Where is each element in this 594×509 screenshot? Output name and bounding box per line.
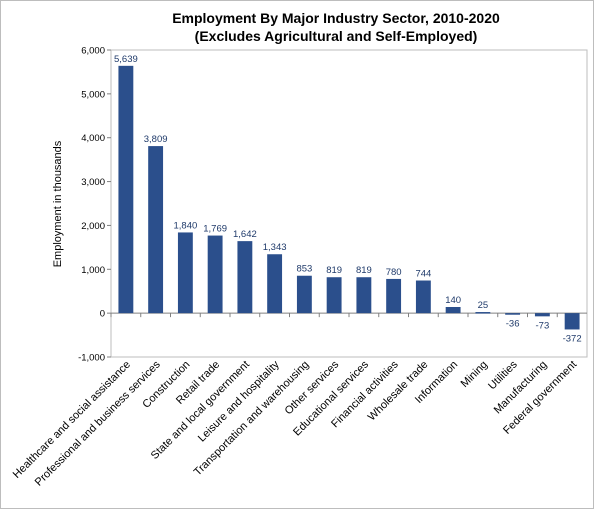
y-tick-label: 6,000 — [81, 46, 105, 57]
category-label: Professional and business services — [33, 358, 163, 488]
data-label: 819 — [326, 265, 342, 276]
data-label: 1,343 — [263, 242, 287, 253]
bar — [386, 278, 402, 314]
data-label: 140 — [445, 295, 461, 306]
y-axis-title: Employment in thousands — [52, 140, 64, 267]
y-tick-label: 5,000 — [81, 89, 105, 100]
y-tick-label: 0 — [100, 309, 105, 320]
y-tick-label: 4,000 — [81, 133, 105, 144]
bar — [415, 280, 431, 314]
data-label: 819 — [356, 265, 372, 276]
data-label: 1,840 — [173, 220, 197, 231]
bar — [118, 65, 134, 314]
bar — [267, 254, 283, 314]
data-label: -73 — [536, 320, 550, 331]
y-tick-label: -1,000 — [78, 353, 105, 364]
y-tick-label: 3,000 — [81, 177, 105, 188]
bar — [177, 232, 193, 314]
chart-title: Employment By Major Industry Sector, 201… — [172, 10, 500, 26]
x-axis: Healthcare and social assistanceProfessi… — [11, 313, 579, 489]
data-label: 853 — [296, 264, 312, 275]
data-label: 1,769 — [203, 224, 227, 235]
bars: 5,639 3,809 1,840 1,769 1,642 1,343 853 819 819 7… — [114, 54, 582, 345]
y-tick-label: 1,000 — [81, 265, 105, 276]
bar — [326, 277, 342, 314]
data-label: -372 — [563, 333, 582, 344]
data-label: -36 — [506, 319, 520, 330]
data-label: 780 — [386, 267, 402, 278]
data-label: 1,642 — [233, 229, 257, 240]
bar — [564, 313, 580, 330]
category-label: Healthcare and social assistance — [11, 359, 133, 481]
bar — [505, 313, 521, 315]
bar — [148, 146, 164, 314]
bar — [534, 313, 550, 317]
y-tick-label: 2,000 — [81, 221, 105, 232]
bar — [445, 307, 461, 314]
bar — [237, 241, 253, 314]
data-label: 3,809 — [144, 134, 168, 145]
data-label: 25 — [478, 300, 489, 311]
bar — [207, 235, 223, 314]
data-label: 744 — [415, 269, 431, 280]
plot-area — [110, 49, 588, 358]
bar — [475, 312, 491, 314]
bar — [356, 277, 372, 314]
category-label: Mining — [459, 359, 490, 390]
data-label: 5,639 — [114, 54, 138, 65]
chart-subtitle: (Excludes Agricultural and Self-Employed… — [195, 28, 478, 44]
bar — [296, 275, 312, 314]
